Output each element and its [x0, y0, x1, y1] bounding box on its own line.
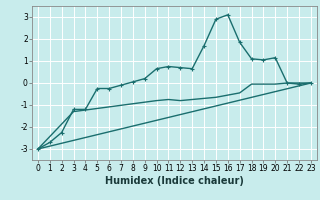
- X-axis label: Humidex (Indice chaleur): Humidex (Indice chaleur): [105, 176, 244, 186]
